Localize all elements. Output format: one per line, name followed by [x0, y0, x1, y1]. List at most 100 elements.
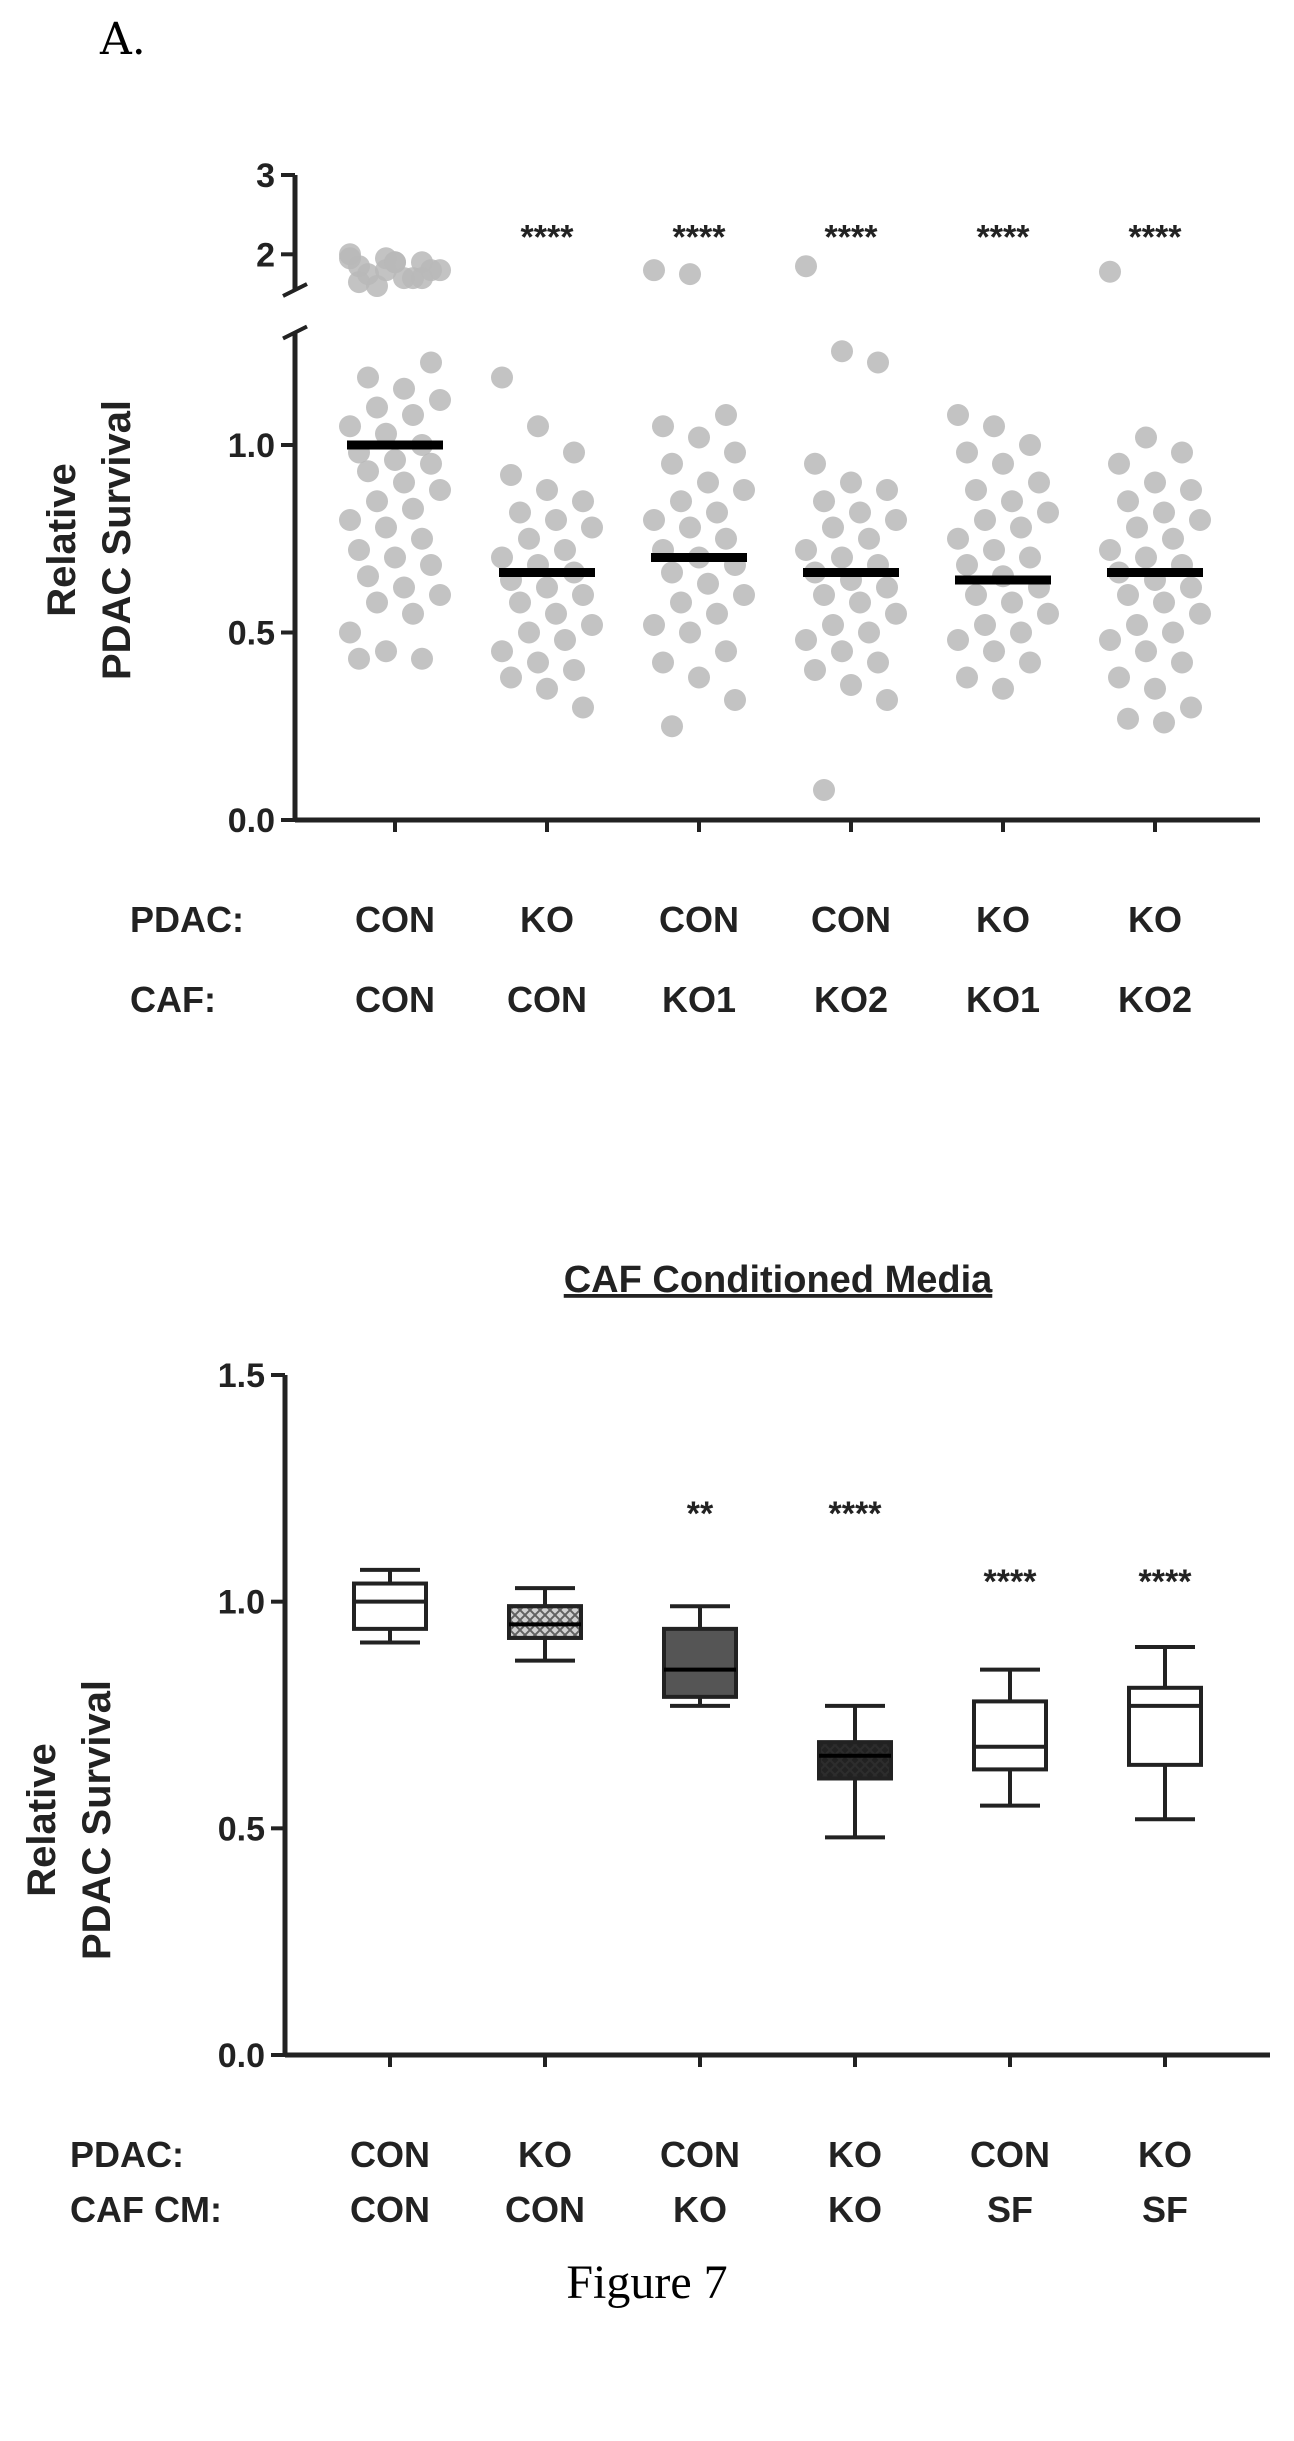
data-point	[1189, 602, 1211, 625]
data-point	[795, 629, 817, 651]
data-point	[357, 460, 379, 483]
data-point	[563, 441, 585, 464]
data-point	[1108, 452, 1130, 475]
significance-label: ****	[977, 218, 1031, 256]
data-point	[1171, 651, 1193, 674]
y-tick-label: 3	[256, 157, 275, 195]
data-point	[1099, 539, 1121, 561]
figure-caption: Figure 7	[566, 2256, 728, 2309]
x-label-caf: KO1	[966, 979, 1040, 1020]
data-point	[1162, 621, 1184, 644]
data-point	[974, 614, 996, 636]
significance-label: ****	[984, 1563, 1038, 1601]
chart-title: CAF Conditioned Media	[564, 1259, 993, 1301]
x-label-pdac: CON	[350, 2134, 430, 2175]
box-chart: CAF Conditioned Media 0.0 0.5 1.0 1.5 Relativ…	[20, 1259, 1270, 2230]
x-label-pdac: KO	[520, 899, 574, 940]
data-point	[572, 490, 594, 513]
data-point	[813, 584, 835, 606]
x-label-pdac: KO	[1138, 2134, 1192, 2175]
data-point	[375, 640, 397, 663]
data-point	[661, 715, 683, 738]
data-point	[858, 621, 880, 644]
data-point	[554, 629, 576, 651]
data-point	[366, 591, 388, 614]
data-point	[822, 614, 844, 636]
data-point	[536, 479, 558, 501]
data-point	[724, 441, 746, 464]
data-point	[992, 677, 1014, 700]
data-point	[581, 614, 603, 636]
data-point	[411, 527, 433, 550]
data-point	[724, 689, 746, 711]
data-point	[983, 640, 1005, 663]
data-point	[831, 640, 853, 663]
data-point	[679, 621, 701, 644]
box	[352, 1581, 428, 1631]
data-point	[965, 479, 987, 501]
x-label-caf: CON	[507, 979, 587, 1020]
y-axis-label: PDAC Survival	[75, 1680, 119, 1960]
box	[662, 1626, 738, 1699]
data-point	[1019, 651, 1041, 674]
data-point	[357, 366, 379, 389]
data-point	[402, 602, 424, 625]
data-point	[339, 621, 361, 644]
data-point	[545, 602, 567, 625]
row-label: CAF CM:	[70, 2189, 222, 2230]
data-point	[652, 415, 674, 438]
data-point	[366, 396, 388, 419]
data-point	[393, 576, 415, 599]
data-point	[1189, 509, 1211, 531]
data-point	[339, 247, 361, 270]
y-tick-label: 1.0	[218, 1584, 265, 1622]
data-point	[339, 509, 361, 531]
data-point	[643, 259, 665, 282]
y-tick-label: 0.0	[228, 802, 275, 840]
data-point	[1144, 677, 1166, 700]
data-point	[679, 516, 701, 539]
data-point	[545, 509, 567, 531]
data-point	[706, 602, 728, 625]
y-tick-label: 1.0	[228, 427, 275, 465]
row-label: PDAC:	[130, 899, 244, 940]
data-point	[1117, 490, 1139, 513]
data-point	[992, 452, 1014, 475]
data-point	[393, 377, 415, 400]
data-point	[1108, 666, 1130, 689]
data-point	[706, 501, 728, 524]
data-point	[563, 659, 585, 681]
x-label-caf-cm: SF	[1142, 2189, 1188, 2230]
x-label-caf: CON	[355, 979, 435, 1020]
data-point	[491, 546, 513, 569]
data-point	[849, 591, 871, 614]
data-point	[420, 554, 442, 576]
data-point	[402, 497, 424, 520]
data-point	[697, 572, 719, 595]
data-point	[885, 509, 907, 531]
data-point	[795, 255, 817, 278]
significance-label: ****	[521, 218, 575, 256]
data-point	[420, 452, 442, 475]
data-point	[885, 602, 907, 625]
data-point	[733, 584, 755, 606]
significance-label: ****	[1129, 218, 1183, 256]
data-point	[965, 584, 987, 606]
panel-label: A.	[100, 14, 146, 65]
significance-label: ****	[673, 218, 727, 256]
data-point	[715, 640, 737, 663]
data-point	[1171, 441, 1193, 464]
x-label-pdac: KO	[518, 2134, 572, 2175]
data-point	[384, 449, 406, 471]
data-point	[429, 389, 451, 411]
data-point	[974, 509, 996, 531]
data-point	[858, 527, 880, 550]
data-point	[1019, 546, 1041, 569]
data-point	[527, 415, 549, 438]
data-point	[411, 267, 433, 290]
data-point	[670, 591, 692, 614]
data-point	[518, 621, 540, 644]
data-point	[1099, 629, 1121, 651]
data-point	[420, 351, 442, 374]
data-point	[429, 584, 451, 606]
